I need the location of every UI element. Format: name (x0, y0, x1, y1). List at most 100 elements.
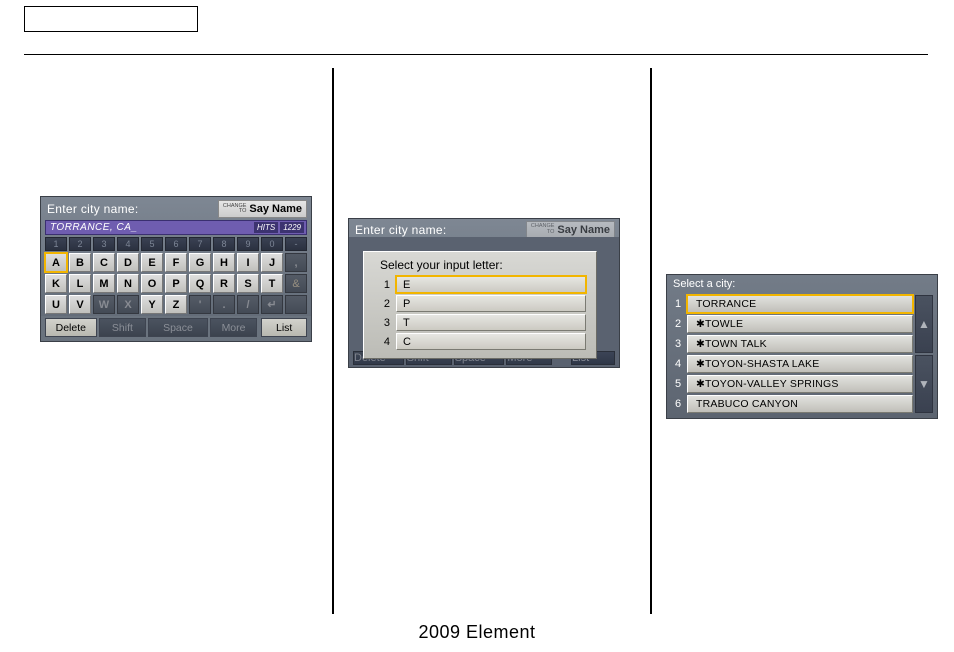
popup-row[interactable]: 3T (374, 314, 586, 331)
city-row[interactable]: 4✱TOYON-SHASTA LAKE (671, 355, 913, 373)
key-': ' (189, 295, 211, 314)
key-E[interactable]: E (141, 253, 163, 272)
hits-value: 1229 (280, 222, 304, 233)
key-O[interactable]: O (141, 274, 163, 293)
keyboard-bottom-bar: Delete Shift Space More List (41, 316, 311, 341)
key-blank (285, 295, 307, 314)
popup-rows: 1E2P3T4C (374, 276, 586, 350)
city-index: 6 (671, 398, 685, 410)
popup-letter: P (396, 295, 586, 312)
key-B[interactable]: B (69, 253, 91, 272)
key-row-1: ABCDEFGHIJ, (45, 253, 307, 272)
divider-horizontal (24, 54, 928, 55)
popup-row[interactable]: 1E (374, 276, 586, 293)
keyboard-header: Enter city name: CHANGE TO Say Name (41, 197, 311, 220)
divider-vertical-1 (332, 68, 334, 614)
key-Z[interactable]: Z (165, 295, 187, 314)
input-field-row: TORRANCE, CA_ HITS 1229 (45, 220, 307, 235)
list-button[interactable]: List (261, 318, 307, 337)
num-key--: - (285, 237, 307, 251)
popup-index: 4 (374, 336, 390, 348)
key-P[interactable]: P (165, 274, 187, 293)
popup-index: 2 (374, 298, 390, 310)
say-name-button-dim: CHANGE TO Say Name (526, 221, 615, 238)
city-row[interactable]: 3✱TOWN TALK (671, 335, 913, 353)
key-/: / (237, 295, 259, 314)
key-,: , (285, 253, 307, 272)
key-A[interactable]: A (45, 253, 67, 272)
num-key-5: 5 (141, 237, 163, 251)
city-list-title: Select a city: (667, 275, 937, 293)
scroll-down-button[interactable]: ▼ (915, 355, 933, 413)
key-row-2: KLMNOPQRST& (45, 274, 307, 293)
key-J[interactable]: J (261, 253, 283, 272)
key-row-3: UVWXYZ'./↵ (45, 295, 307, 314)
city-name: TORRANCE (687, 295, 913, 313)
city-name: ✱TOYON-VALLEY SPRINGS (687, 375, 913, 393)
column-3: Select a city: 1TORRANCE2✱TOWLE3✱TOWN TA… (666, 274, 938, 419)
num-key-3: 3 (93, 237, 115, 251)
num-key-0: 0 (261, 237, 283, 251)
num-key-1: 1 (45, 237, 67, 251)
key-.: . (213, 295, 235, 314)
key-R[interactable]: R (213, 274, 235, 293)
say-name-label: Say Name (249, 203, 302, 215)
city-index: 3 (671, 338, 685, 350)
city-row[interactable]: 1TORRANCE (671, 295, 913, 313)
key-Q[interactable]: Q (189, 274, 211, 293)
key-W: W (93, 295, 115, 314)
hits-badges: HITS 1229 (254, 222, 304, 233)
key-H[interactable]: H (213, 253, 235, 272)
say-name-label-dim: Say Name (557, 224, 610, 236)
scroll-up-button[interactable]: ▲ (915, 295, 933, 353)
key-C[interactable]: C (93, 253, 115, 272)
top-empty-box (24, 6, 198, 32)
say-name-change-label-dim: CHANGE TO (531, 224, 555, 235)
key-D[interactable]: D (117, 253, 139, 272)
key-S[interactable]: S (237, 274, 259, 293)
city-name: TRABUCO CANYON (687, 395, 913, 413)
key-N[interactable]: N (117, 274, 139, 293)
num-key-8: 8 (213, 237, 235, 251)
city-name: ✱TOWLE (687, 315, 913, 333)
keyboard2-title: Enter city name: (355, 223, 447, 237)
shift-button[interactable]: Shift (99, 318, 147, 337)
key-T[interactable]: T (261, 274, 283, 293)
more-button[interactable]: More (210, 318, 258, 337)
key-M[interactable]: M (93, 274, 115, 293)
city-list-scrollbar: ▲ ▼ (915, 295, 933, 415)
city-row[interactable]: 6TRABUCO CANYON (671, 395, 913, 413)
number-row: 1234567890- (45, 237, 307, 251)
num-key-6: 6 (165, 237, 187, 251)
space-button[interactable]: Space (148, 318, 208, 337)
key-Y[interactable]: Y (141, 295, 163, 314)
city-index: 1 (671, 298, 685, 310)
city-index: 2 (671, 318, 685, 330)
key-V[interactable]: V (69, 295, 91, 314)
city-row[interactable]: 2✱TOWLE (671, 315, 913, 333)
key-U[interactable]: U (45, 295, 67, 314)
key-F[interactable]: F (165, 253, 187, 272)
key-&[interactable]: & (285, 274, 307, 293)
key-G[interactable]: G (189, 253, 211, 272)
input-field-text[interactable]: TORRANCE, CA_ (50, 222, 137, 233)
key-I[interactable]: I (237, 253, 259, 272)
delete-button[interactable]: Delete (45, 318, 97, 337)
city-index: 5 (671, 378, 685, 390)
popup-row[interactable]: 4C (374, 333, 586, 350)
city-name: ✱TOYON-SHASTA LAKE (687, 355, 913, 373)
say-name-change-label: CHANGE TO (223, 204, 247, 215)
key-X: X (117, 295, 139, 314)
divider-vertical-2 (650, 68, 652, 614)
keyboard2-body: Delete Shift Space More List Select your… (349, 237, 619, 367)
say-name-button[interactable]: CHANGE TO Say Name (218, 200, 307, 218)
popup-index: 1 (374, 279, 390, 291)
footer-text: 2009 Element (0, 622, 954, 643)
popup-letter: E (396, 276, 586, 293)
popup-row[interactable]: 2P (374, 295, 586, 312)
popup-letter: C (396, 333, 586, 350)
key-L[interactable]: L (69, 274, 91, 293)
key-K[interactable]: K (45, 274, 67, 293)
popup-index: 3 (374, 317, 390, 329)
city-row[interactable]: 5✱TOYON-VALLEY SPRINGS (671, 375, 913, 393)
